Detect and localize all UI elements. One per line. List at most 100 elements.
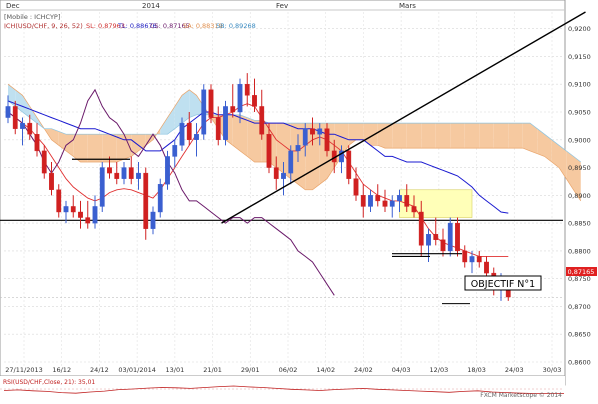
candle-body: [121, 167, 127, 179]
kumo-segment: [501, 123, 509, 149]
watermark: FXCM Marketscope © 2014: [480, 392, 562, 399]
candle-body: [215, 117, 221, 140]
kumo-segment: [551, 139, 559, 168]
month-label-mars: Mars: [399, 2, 416, 10]
kumo-segment: [116, 134, 124, 162]
candle-body: [12, 106, 18, 129]
kumo-segment: [87, 134, 95, 162]
candle-body: [99, 167, 105, 207]
candle-body: [208, 89, 214, 118]
candle-body: [295, 145, 301, 152]
x-tick-label: 24/12: [90, 366, 109, 374]
kumo-segment: [472, 123, 480, 149]
candle-body: [353, 178, 359, 196]
y-tick-label: 0,9150: [568, 53, 591, 61]
level-markers: [72, 158, 462, 257]
candle-body: [252, 95, 257, 107]
y-tick-label: 0,8700: [568, 303, 591, 311]
candle-body: [237, 84, 243, 113]
kumo-segment: [102, 134, 110, 162]
candle-body: [63, 206, 69, 213]
candle-body: [128, 167, 134, 179]
candle-body: [382, 200, 388, 207]
candle-body: [70, 206, 76, 213]
kumo-segment: [399, 123, 407, 149]
candle-body: [244, 84, 250, 96]
candle-body: [186, 122, 192, 140]
candle-body: [150, 211, 156, 229]
candle-body: [447, 222, 453, 252]
candle-body: [418, 211, 424, 246]
candle-body: [433, 234, 439, 240]
kumo-segment: [392, 123, 400, 149]
candle-body: [469, 256, 475, 263]
candle-body: [114, 172, 120, 179]
grid-lines: [0, 12, 563, 366]
candle-body: [259, 106, 265, 135]
candle-body: [41, 150, 47, 174]
x-tick-label: 27/11/2013: [5, 366, 42, 374]
candle-body: [397, 195, 402, 202]
x-tick-label: 30/03: [543, 366, 562, 374]
x-tick-label: 29/01: [241, 366, 260, 374]
senkou-span-b: [7, 100, 582, 163]
chikou-span-line: [7, 88, 335, 296]
x-tick-label: 12/03: [429, 366, 448, 374]
y-tick-label: 0,8750: [568, 275, 591, 283]
candle-body: [5, 106, 11, 118]
kumo-segment: [537, 128, 545, 157]
candle-body: [201, 89, 207, 135]
kumo-segment: [573, 156, 581, 201]
ascending-trendline: [221, 11, 586, 224]
kumo-segment: [182, 89, 190, 124]
candle-body: [49, 172, 54, 190]
objectif-box: [464, 275, 542, 291]
highlight-box: [399, 189, 473, 218]
candle-body: [484, 261, 489, 274]
kumo-segment: [522, 123, 530, 151]
candle-body: [281, 172, 286, 179]
kumo-segment: [435, 123, 443, 149]
kijun-sen-line: [7, 100, 509, 214]
kumo-segment: [479, 123, 487, 149]
ichimoku-lines: [7, 88, 509, 296]
kumo-segment: [515, 123, 523, 149]
highlight-zone: [399, 189, 473, 218]
kumo-segment: [464, 123, 472, 149]
kumo-segment: [486, 123, 494, 149]
kumo-segment: [22, 95, 30, 118]
kumo-segment: [80, 134, 88, 162]
candle-body: [476, 256, 482, 263]
candle-body: [455, 222, 460, 252]
x-tick-label: 13/01: [165, 366, 184, 374]
rsi-label: RSI(USD/CHF,Close, 21): 35,01: [3, 379, 95, 386]
trendline: [221, 11, 586, 224]
kumo-segment: [443, 123, 451, 149]
candle-body: [310, 128, 315, 135]
x-axis-ticks: 27/11/2013 16/12 24/12 03/01/2014 13/01 21/01…: [5, 366, 561, 374]
indicator-name: ICH(USD/CHF, 9, 26, 52): [4, 22, 83, 30]
candle-body: [375, 195, 381, 202]
kumo-segment: [421, 123, 429, 149]
x-tick-label: 18/03: [467, 366, 486, 374]
candle-body: [360, 195, 366, 207]
x-tick-label: 21/01: [203, 366, 222, 374]
y-axis-ticks: 0,9200 0,9150 0,9100 0,9050 0,9000 0,8950 0,89…: [568, 25, 591, 366]
kumo-segment: [160, 117, 168, 135]
candle-body: [34, 134, 40, 152]
candle-body: [27, 122, 33, 135]
candle-body: [78, 211, 83, 218]
kumo-segment: [232, 114, 240, 151]
candle-body: [136, 172, 141, 179]
candle-body: [317, 128, 323, 135]
kumo-segment: [189, 89, 197, 118]
y-tick-label: 0,8850: [568, 220, 591, 228]
kumo-segment: [406, 123, 414, 149]
candle-body: [368, 195, 373, 207]
candle-body: [230, 106, 236, 113]
candle-body: [462, 250, 468, 263]
candle-body: [324, 128, 330, 152]
candle-body: [223, 106, 228, 140]
kumo-segment: [109, 134, 117, 162]
